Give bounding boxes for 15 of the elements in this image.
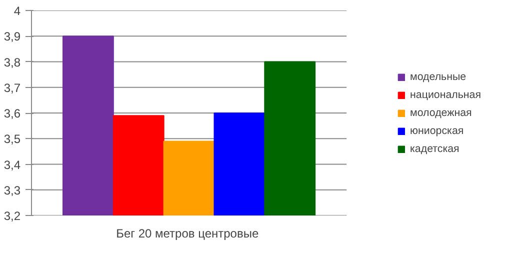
y-tick-label: 3,8 [4,55,21,70]
legend-label: национальная [410,88,481,100]
legend-label: молодежная [410,106,472,118]
y-tick-label: 3,7 [4,80,21,95]
y-tick-label: 3,6 [4,106,21,120]
y-tick-label: 3,2 [4,209,21,223]
y-tick-label: 3,3 [4,183,21,198]
legend-label: кадетская [410,142,460,154]
legend-label: модельные [410,70,466,82]
y-tick-label: 3,5 [4,132,21,146]
legend-label: юниорская [410,124,464,136]
y-tick-label: 3,9 [4,30,21,44]
y-tick-label: 3,4 [4,158,21,172]
y-tick-label: 4 [14,4,21,18]
x-tick-label: Бег 20 метров центровые [116,226,259,240]
